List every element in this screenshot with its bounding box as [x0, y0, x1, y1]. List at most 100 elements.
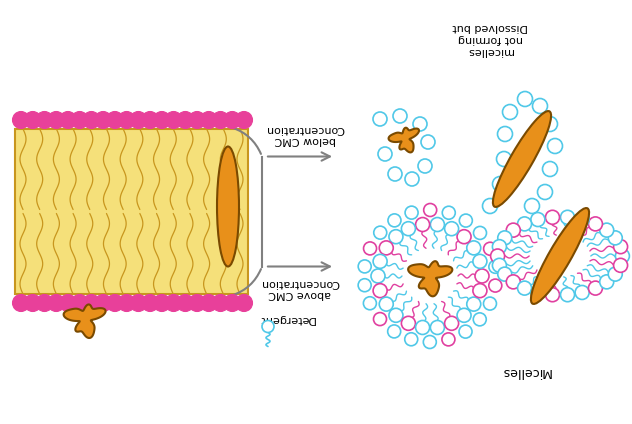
- Circle shape: [614, 258, 628, 272]
- Circle shape: [177, 112, 194, 128]
- Circle shape: [71, 112, 88, 128]
- Bar: [15, 129, 248, 294]
- Circle shape: [542, 117, 557, 131]
- Circle shape: [405, 172, 419, 186]
- Circle shape: [358, 260, 371, 273]
- Circle shape: [59, 112, 76, 128]
- Circle shape: [506, 223, 520, 237]
- Circle shape: [542, 162, 557, 176]
- Circle shape: [24, 295, 41, 312]
- Circle shape: [482, 198, 497, 214]
- Circle shape: [36, 112, 53, 128]
- Circle shape: [457, 230, 471, 244]
- Circle shape: [371, 269, 385, 283]
- Circle shape: [473, 284, 487, 298]
- Circle shape: [106, 295, 123, 312]
- Circle shape: [498, 267, 512, 281]
- Circle shape: [83, 295, 100, 312]
- Text: micelles
not forming
Dissolved but: micelles not forming Dissolved but: [452, 22, 528, 56]
- Circle shape: [518, 217, 532, 231]
- Circle shape: [518, 92, 533, 106]
- Circle shape: [363, 297, 377, 310]
- Ellipse shape: [531, 208, 589, 304]
- Text: below CMC
Concentration: below CMC Concentration: [265, 124, 344, 145]
- Circle shape: [483, 242, 497, 255]
- Circle shape: [59, 295, 76, 312]
- Circle shape: [498, 231, 512, 245]
- Circle shape: [374, 226, 387, 239]
- Circle shape: [388, 214, 401, 227]
- Circle shape: [588, 217, 602, 231]
- Circle shape: [489, 279, 502, 292]
- Circle shape: [154, 112, 171, 128]
- Circle shape: [188, 112, 205, 128]
- Circle shape: [200, 112, 217, 128]
- Circle shape: [388, 167, 402, 181]
- Circle shape: [423, 204, 437, 217]
- Circle shape: [165, 295, 182, 312]
- Circle shape: [236, 295, 253, 312]
- Circle shape: [106, 112, 123, 128]
- Circle shape: [492, 258, 506, 272]
- FancyArrowPatch shape: [233, 269, 261, 295]
- Circle shape: [442, 206, 455, 219]
- Circle shape: [575, 212, 589, 226]
- Circle shape: [531, 212, 545, 226]
- Circle shape: [358, 279, 371, 292]
- Circle shape: [561, 288, 574, 302]
- Circle shape: [262, 321, 274, 332]
- Circle shape: [588, 281, 602, 295]
- Circle shape: [389, 308, 403, 322]
- Circle shape: [374, 312, 387, 326]
- Circle shape: [608, 267, 623, 281]
- Circle shape: [444, 316, 459, 330]
- Circle shape: [401, 316, 415, 330]
- Circle shape: [502, 104, 518, 120]
- Circle shape: [600, 275, 614, 289]
- Circle shape: [95, 112, 112, 128]
- Circle shape: [575, 285, 589, 299]
- Circle shape: [47, 112, 64, 128]
- Circle shape: [616, 249, 629, 263]
- Circle shape: [24, 112, 41, 128]
- Circle shape: [467, 241, 481, 255]
- Circle shape: [537, 184, 552, 200]
- Circle shape: [36, 295, 53, 312]
- Circle shape: [497, 151, 511, 167]
- Circle shape: [518, 281, 532, 295]
- Circle shape: [444, 222, 459, 236]
- Circle shape: [387, 325, 401, 338]
- Circle shape: [118, 295, 135, 312]
- Circle shape: [421, 135, 435, 149]
- Circle shape: [177, 295, 194, 312]
- Circle shape: [608, 231, 623, 245]
- Circle shape: [459, 214, 472, 227]
- Circle shape: [83, 112, 100, 128]
- Ellipse shape: [217, 147, 239, 267]
- Circle shape: [373, 284, 387, 298]
- Circle shape: [389, 230, 403, 244]
- Circle shape: [489, 260, 502, 273]
- Circle shape: [547, 139, 562, 153]
- Circle shape: [545, 288, 559, 302]
- Circle shape: [600, 223, 614, 237]
- Circle shape: [457, 308, 471, 322]
- Circle shape: [13, 295, 30, 312]
- Circle shape: [142, 112, 159, 128]
- Circle shape: [490, 249, 504, 263]
- Circle shape: [130, 295, 147, 312]
- Circle shape: [71, 295, 88, 312]
- Circle shape: [506, 275, 520, 289]
- Circle shape: [614, 240, 628, 254]
- Circle shape: [423, 335, 436, 349]
- Text: Micelles: Micelles: [500, 365, 550, 379]
- Circle shape: [531, 285, 545, 299]
- Circle shape: [483, 297, 497, 310]
- Circle shape: [492, 240, 506, 254]
- Text: Detergent: Detergent: [258, 313, 315, 324]
- Circle shape: [405, 206, 418, 219]
- Circle shape: [95, 295, 112, 312]
- Circle shape: [459, 325, 472, 338]
- Circle shape: [475, 269, 489, 283]
- Circle shape: [379, 241, 393, 255]
